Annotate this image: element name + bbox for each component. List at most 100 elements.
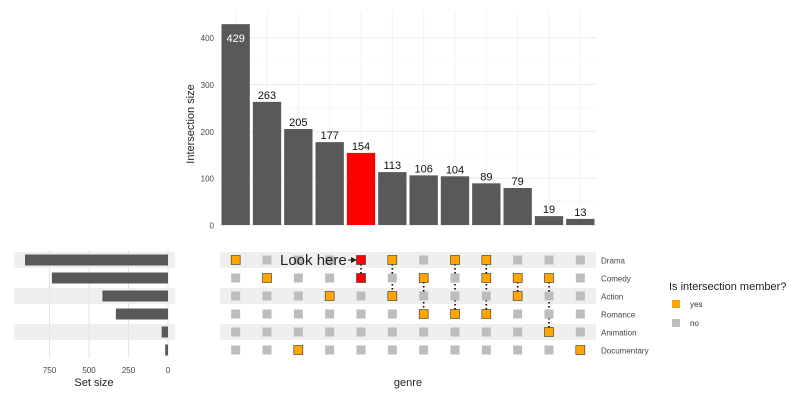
- set-size-bars: 750 500 250 0: [25, 250, 171, 375]
- non-member-square: [325, 273, 335, 283]
- non-member-square: [262, 255, 272, 265]
- intersection-bar: [503, 188, 532, 225]
- non-member-square: [481, 291, 491, 301]
- non-member-square: [544, 255, 554, 265]
- legend-swatch: [672, 319, 680, 327]
- non-member-square: [231, 291, 241, 301]
- intersection-bar: [284, 129, 313, 225]
- bar-value-label: 177: [320, 130, 338, 142]
- annotation-arrowhead: [351, 257, 357, 263]
- member-square: [544, 273, 554, 283]
- non-member-square: [575, 273, 585, 283]
- set-size-bar: [161, 326, 168, 338]
- bar-value-label: 19: [543, 204, 555, 216]
- non-member-square: [325, 327, 335, 337]
- member-square: [512, 291, 523, 301]
- set-name-label: Romance: [601, 311, 636, 320]
- member-square: [418, 309, 429, 319]
- member-square: [481, 273, 492, 283]
- bar-value-label: 13: [574, 207, 586, 219]
- bar-value-label: 89: [480, 171, 492, 183]
- non-member-square: [513, 255, 523, 265]
- bar-value-label: 104: [446, 164, 464, 176]
- non-member-square: [356, 309, 366, 319]
- non-member-square: [293, 327, 303, 337]
- member-square: [450, 255, 460, 265]
- non-member-square: [325, 309, 335, 319]
- non-member-square: [231, 327, 241, 337]
- set-size-bar: [102, 290, 168, 302]
- set-name-label: Action: [601, 293, 623, 302]
- non-member-square: [544, 309, 554, 319]
- bar-value-label: 154: [352, 141, 370, 153]
- non-member-square: [513, 345, 523, 355]
- member-square: [387, 291, 398, 301]
- member-square: [512, 273, 523, 283]
- non-member-square: [387, 327, 397, 337]
- intersection-bar: [566, 218, 595, 225]
- intersection-bar: [409, 175, 438, 225]
- non-member-square: [419, 291, 429, 301]
- matrix-axis-title: genre: [394, 377, 422, 389]
- set-size-bar: [115, 308, 168, 320]
- non-member-square: [325, 255, 335, 265]
- non-member-square: [293, 291, 303, 301]
- legend-swatch: [672, 300, 680, 308]
- legend-label: no: [690, 319, 699, 328]
- annotation-look-here: Look here: [280, 252, 347, 269]
- member-square: [575, 345, 586, 355]
- set-size-axis-title: Set size: [74, 377, 113, 389]
- bar-value-label: 113: [384, 160, 402, 172]
- non-member-square: [575, 255, 585, 265]
- non-member-square: [262, 345, 272, 355]
- non-member-square: [262, 327, 272, 337]
- intersection-bar: [440, 176, 470, 225]
- membership-matrix: Drama Comedy Action Romance Animation Documen…: [230, 255, 649, 356]
- intersection-bar: [472, 183, 501, 225]
- intersection-bars: 429 263 205 177 154 113 106 104 89 79 19 13: [221, 24, 595, 226]
- member-square: [356, 273, 366, 283]
- member-square: [418, 273, 429, 283]
- non-member-square: [387, 273, 397, 283]
- non-member-square: [293, 309, 303, 319]
- set-name-label: Drama: [601, 257, 626, 266]
- non-member-square: [419, 345, 429, 355]
- member-square: [450, 309, 460, 319]
- set-size-bar: [165, 344, 168, 356]
- matrix-row-stripe: [220, 324, 596, 340]
- legend-label: yes: [690, 300, 702, 309]
- matrix-row-stripe: [220, 252, 596, 268]
- set-size-bar: [51, 272, 169, 284]
- non-member-square: [544, 291, 554, 301]
- non-member-square: [419, 255, 429, 265]
- intersection-bar: [252, 101, 282, 225]
- non-member-square: [231, 345, 241, 355]
- intersection-bar: [378, 172, 407, 225]
- intersection-bar: [221, 24, 250, 226]
- set-axis-tick-label: 0: [166, 366, 171, 375]
- non-member-square: [231, 273, 241, 283]
- non-member-square: [325, 345, 335, 355]
- non-member-square: [481, 345, 491, 355]
- bar-value-label: 429: [226, 33, 244, 45]
- set-axis-tick-label: 250: [122, 366, 136, 375]
- matrix-row-stripe: [220, 288, 596, 304]
- non-member-square: [387, 345, 397, 355]
- text-layer: Intersection size Set size genre Is inte…: [74, 84, 786, 389]
- y-tick-label: 400: [201, 34, 215, 43]
- intersection-bar: [534, 216, 564, 225]
- y-tick-label: 0: [210, 222, 215, 231]
- bar-value-label: 205: [289, 117, 307, 129]
- set-row-stripe: [14, 324, 175, 340]
- member-square: [356, 255, 366, 265]
- set-axis-tick-label: 750: [43, 366, 57, 375]
- non-member-square: [450, 345, 460, 355]
- y-tick-label: 300: [201, 81, 215, 90]
- member-square: [481, 309, 492, 319]
- y-tick-label: 100: [201, 175, 215, 184]
- non-member-square: [450, 327, 460, 337]
- non-member-square: [544, 345, 554, 355]
- non-member-square: [262, 309, 272, 319]
